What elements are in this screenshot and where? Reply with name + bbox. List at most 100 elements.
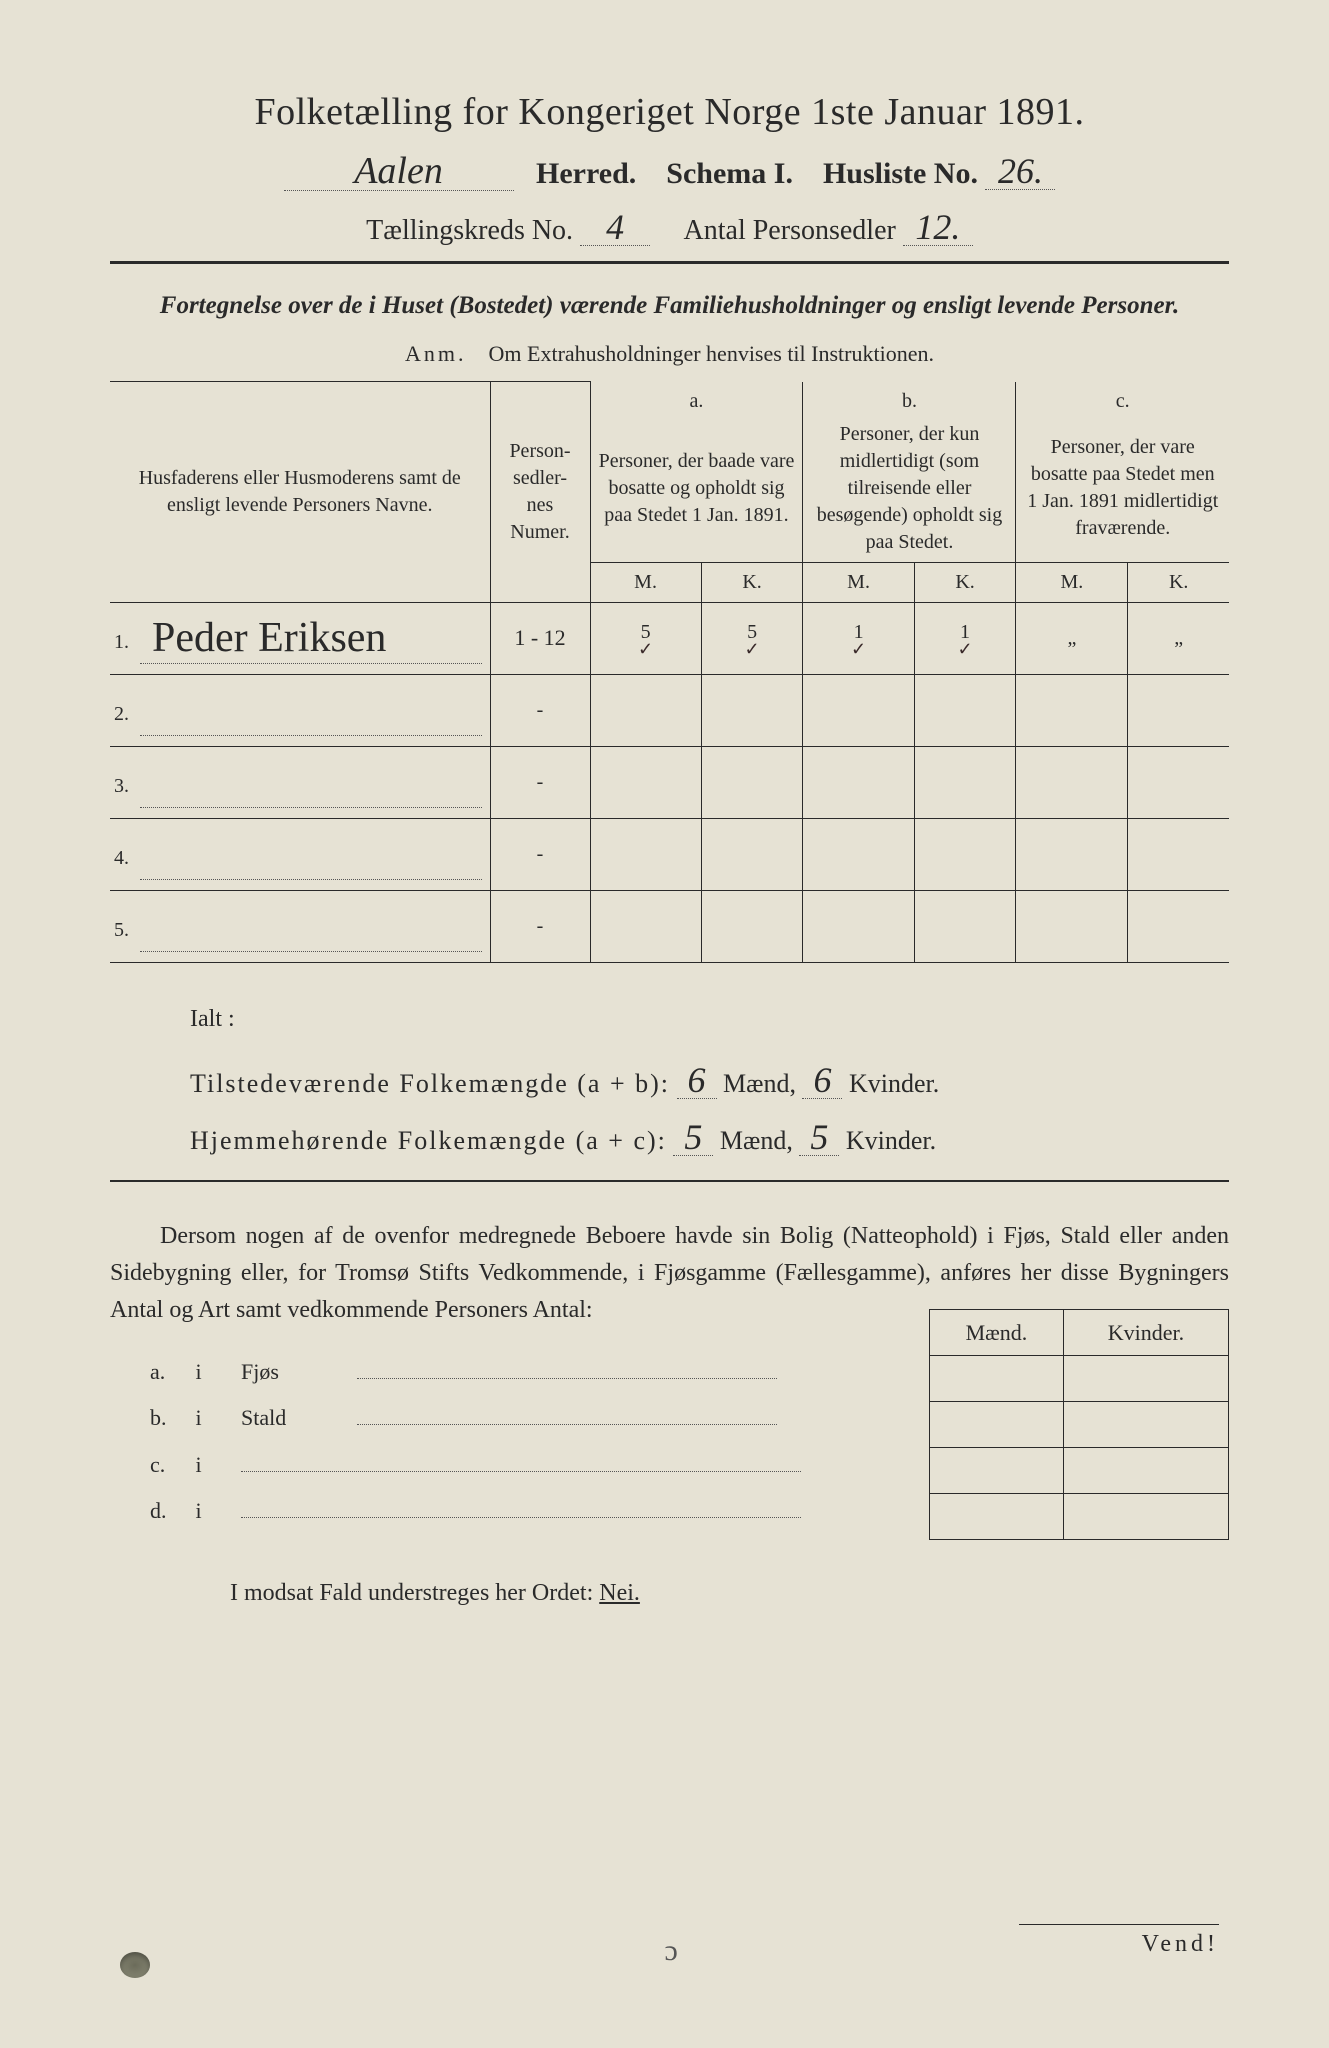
kreds-value: 4	[580, 209, 650, 246]
row-number: 2.	[114, 703, 129, 726]
hjemme-k: 5	[799, 1119, 839, 1156]
name-cell: 2.	[110, 674, 490, 746]
side-row-a: a. i Fjøs	[150, 1349, 909, 1395]
row-dots	[140, 735, 482, 736]
side-b-i: i	[196, 1395, 236, 1441]
side-c-dots	[241, 1471, 801, 1472]
side-a-dots	[357, 1378, 777, 1379]
census-table: Husfaderens eller Husmoderens samt de en…	[110, 381, 1229, 963]
mk-kvinder-header: Kvinder.	[1063, 1310, 1228, 1356]
col-a-m: M.	[590, 562, 701, 602]
annotation-line: Anm. Om Extrahusholdninger henvises til …	[110, 341, 1229, 367]
side-list: a. i Fjøs b. i Stald c. i d. i	[110, 1349, 909, 1540]
value-cell	[803, 674, 914, 746]
side-a-i: i	[196, 1349, 236, 1395]
side-a-letter: a.	[150, 1349, 190, 1395]
nei-prefix: I modsat Fald understreges her Ordet:	[230, 1580, 593, 1606]
table-row: 2. -	[110, 674, 1229, 746]
col-c-k: K.	[1128, 562, 1229, 602]
value-cell	[803, 818, 914, 890]
tilstede-m: 6	[677, 1062, 717, 1099]
side-b-letter: b.	[150, 1395, 190, 1441]
antal-label: Antal Personsedler	[684, 215, 896, 246]
numer-cell: -	[490, 818, 590, 890]
side-row-d: d. i	[150, 1488, 909, 1534]
name-cell: 5.	[110, 890, 490, 962]
side-d-dots	[241, 1517, 801, 1518]
kvinder-label: Kvinder.	[849, 1069, 939, 1098]
value-cell	[914, 674, 1016, 746]
value-cell	[590, 818, 701, 890]
col-a-k: K.	[701, 562, 803, 602]
kvinder-label-2: Kvinder.	[846, 1126, 936, 1155]
totals-block: Ialt : Tilstedeværende Folkemængde (a + …	[190, 993, 1229, 1170]
divider-2	[110, 1180, 1229, 1182]
value-cell	[914, 890, 1016, 962]
numer-cell: 1 - 12	[490, 602, 590, 674]
mk-table: Mænd. Kvinder.	[929, 1309, 1229, 1540]
row-dots	[140, 879, 482, 880]
side-d-letter: d.	[150, 1488, 190, 1534]
value-cell	[590, 890, 701, 962]
table-row: 1.Peder Eriksen1 - 125✓5✓1✓1✓„„	[110, 602, 1229, 674]
smudge-mark: ɔ	[665, 1934, 678, 1968]
table-row: 4.-	[110, 818, 1229, 890]
value-cell: „	[1128, 602, 1229, 674]
side-row-c: c. i	[150, 1442, 909, 1488]
side-c-i: i	[196, 1442, 236, 1488]
side-row-b: b. i Stald	[150, 1395, 909, 1441]
col-b-m: M.	[803, 562, 914, 602]
value-cell	[1128, 818, 1229, 890]
col-b-header: Personer, der kun midlertidigt (som tilr…	[803, 415, 1016, 563]
side-a-label: Fjøs	[241, 1349, 351, 1395]
maend-label: Mænd,	[723, 1069, 796, 1098]
side-b-dots	[357, 1424, 777, 1425]
value-cell	[803, 746, 914, 818]
numer-cell: -	[490, 890, 590, 962]
side-d-i: i	[196, 1488, 236, 1534]
herred-value: Aalen	[284, 152, 514, 191]
mk-cell	[1063, 1448, 1228, 1494]
row-dots	[140, 951, 482, 952]
value-cell: 1✓	[914, 602, 1016, 674]
mk-cell	[1063, 1402, 1228, 1448]
husliste-value: 26.	[985, 153, 1055, 190]
antal-value: 12.	[903, 209, 973, 246]
row-dots	[140, 807, 482, 808]
divider	[110, 261, 1229, 264]
col-a-letter: a.	[590, 382, 803, 415]
value-cell	[914, 818, 1016, 890]
ialt-label: Ialt :	[190, 993, 1229, 1046]
mk-cell	[930, 1448, 1064, 1494]
anm-text: Om Extrahusholdninger henvises til Instr…	[489, 341, 934, 366]
side-b-label: Stald	[241, 1395, 351, 1441]
value-cell	[701, 818, 803, 890]
side-building-section: a. i Fjøs b. i Stald c. i d. i Mænd. Kvi…	[110, 1349, 1229, 1540]
col-c-m: M.	[1016, 562, 1128, 602]
header-line-3: Tællingskreds No. 4 Antal Personsedler 1…	[110, 209, 1229, 247]
value-cell	[701, 890, 803, 962]
col-b-letter: b.	[803, 382, 1016, 415]
value-cell	[1128, 890, 1229, 962]
subtitle: Fortegnelse over de i Huset (Bostedet) v…	[110, 288, 1229, 323]
row-number: 1.	[114, 631, 129, 654]
tilstede-label: Tilstedeværende Folkemængde (a + b):	[190, 1069, 670, 1098]
row-number: 5.	[114, 919, 129, 942]
schema-label: Schema I.	[666, 157, 793, 190]
col-c-header: Personer, der vare bosatte paa Stedet me…	[1016, 415, 1229, 563]
hjemme-m: 5	[673, 1119, 713, 1156]
name-cell: 1.Peder Eriksen	[110, 602, 490, 674]
mk-cell	[930, 1356, 1064, 1402]
hjemme-label: Hjemmehørende Folkemængde (a + c):	[190, 1126, 667, 1155]
mk-maend-header: Mænd.	[930, 1310, 1064, 1356]
value-cell	[1016, 890, 1128, 962]
row-number: 3.	[114, 775, 129, 798]
kreds-label: Tællingskreds No.	[366, 215, 573, 246]
mk-cell	[930, 1494, 1064, 1540]
value-cell	[590, 746, 701, 818]
numer-cell: -	[490, 674, 590, 746]
nei-word: Nei.	[599, 1580, 640, 1606]
tilstede-k: 6	[802, 1062, 842, 1099]
table-row: 3.-	[110, 746, 1229, 818]
value-cell: 5✓	[701, 602, 803, 674]
